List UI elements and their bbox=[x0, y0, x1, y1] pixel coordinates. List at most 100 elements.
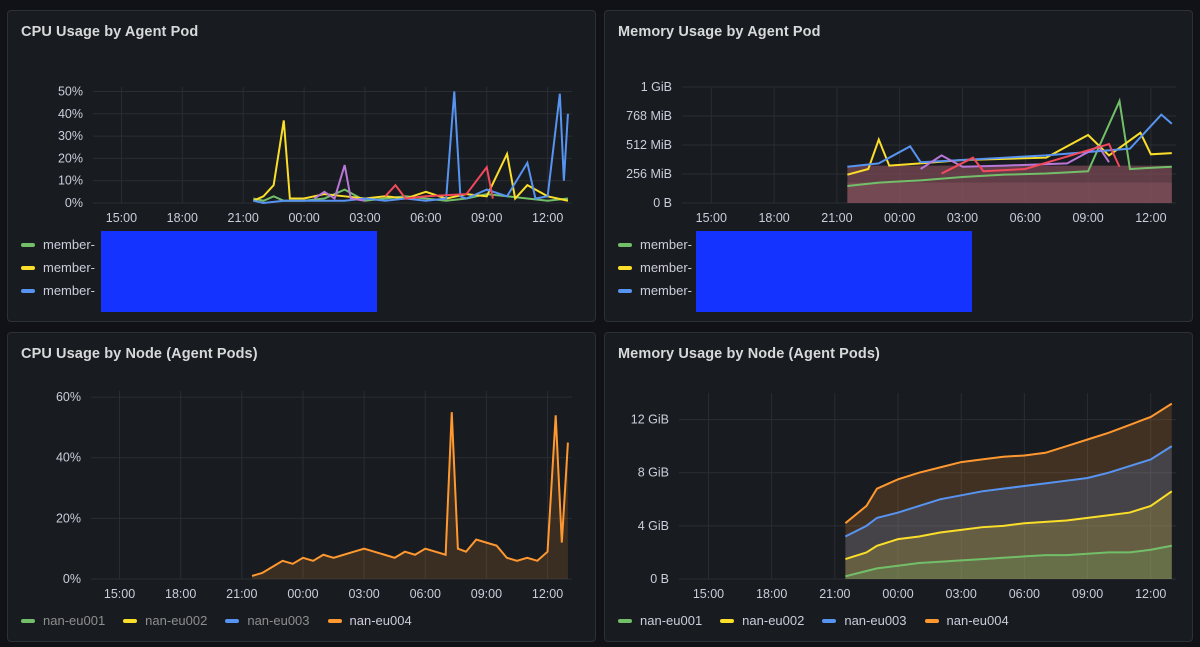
legend-swatch bbox=[618, 265, 632, 270]
legend-swatch bbox=[618, 288, 632, 293]
panel-title[interactable]: CPU Usage by Node (Agent Pods) bbox=[21, 346, 258, 362]
legend: nan-eu001 nan-eu002 nan-eu003 nan-eu004 bbox=[21, 613, 412, 628]
series-area-nan-eu002 bbox=[845, 491, 1172, 579]
legend-item[interactable]: member- bbox=[618, 283, 692, 298]
series-line bbox=[252, 120, 569, 202]
y-tick-label: 8 GiB bbox=[638, 466, 669, 480]
y-tick-label: 50% bbox=[58, 84, 83, 98]
legend-swatch bbox=[123, 618, 138, 623]
x-tick-label: 15:00 bbox=[696, 211, 727, 225]
x-tick-label: 03:00 bbox=[348, 587, 379, 601]
y-tick-label: 4 GiB bbox=[638, 519, 669, 533]
legend-swatch bbox=[21, 265, 35, 270]
y-tick-label: 0% bbox=[65, 196, 83, 210]
legend-label: member- bbox=[43, 237, 96, 252]
x-tick-label: 03:00 bbox=[947, 211, 978, 225]
legend-label: nan-eu002 bbox=[145, 613, 208, 628]
legend-label: nan-eu004 bbox=[946, 613, 1009, 628]
legend-item[interactable]: nan-eu004 bbox=[327, 613, 412, 628]
legend-item[interactable]: nan-eu001 bbox=[21, 613, 105, 628]
legend-label: nan-eu002 bbox=[742, 613, 805, 628]
legend-item[interactable]: nan-eu003 bbox=[822, 613, 907, 628]
panel-memory-usage-by-node[interactable]: Memory Usage by Node (Agent Pods) 0 B 4 G… bbox=[604, 332, 1193, 642]
legend-label: nan-eu003 bbox=[844, 613, 907, 628]
legend-swatch bbox=[618, 242, 632, 247]
legend-label: nan-eu001 bbox=[43, 613, 106, 628]
legend-label: member- bbox=[43, 260, 96, 275]
legend-label: nan-eu001 bbox=[640, 613, 703, 628]
redaction-block bbox=[101, 231, 377, 312]
legend: member-member-member- bbox=[618, 237, 692, 298]
series-fill-background bbox=[847, 165, 1172, 203]
legend-label: member- bbox=[640, 237, 693, 252]
x-tick-label: 18:00 bbox=[167, 211, 198, 225]
x-tick-label: 15:00 bbox=[104, 587, 135, 601]
x-tick-label: 09:00 bbox=[471, 211, 502, 225]
legend-item[interactable]: member- bbox=[21, 283, 95, 298]
legend-item[interactable]: nan-eu004 bbox=[924, 613, 1009, 628]
y-tick-label: 20% bbox=[56, 511, 81, 525]
y-tick-label: 10% bbox=[58, 174, 83, 188]
chart-cpu-pod: 0% 10% 20% 30% 40% 50% 15:00 18:00 21:00 00:00 03:… bbox=[58, 84, 572, 225]
y-tick-label: 40% bbox=[56, 451, 81, 465]
legend-item[interactable]: member- bbox=[21, 237, 95, 252]
y-tick-label: 0 B bbox=[650, 572, 669, 586]
series-line-nan-eu004 bbox=[844, 402, 1173, 524]
legend-label: member- bbox=[640, 283, 693, 298]
y-tick-label: 30% bbox=[58, 129, 83, 143]
y-tick-label: 256 MiB bbox=[626, 167, 672, 181]
series-line bbox=[847, 113, 1173, 168]
x-tick-label: 12:00 bbox=[532, 587, 563, 601]
legend-item[interactable]: nan-eu001 bbox=[618, 613, 702, 628]
series-area-nan-eu003 bbox=[845, 446, 1172, 579]
x-tick-label: 00:00 bbox=[287, 587, 318, 601]
legend-swatch bbox=[924, 618, 939, 623]
x-tick-label: 09:00 bbox=[1072, 587, 1103, 601]
panel-title[interactable]: CPU Usage by Agent Pod bbox=[21, 24, 199, 40]
legend-item[interactable]: nan-eu002 bbox=[720, 613, 804, 628]
panel-cpu-usage-by-node[interactable]: CPU Usage by Node (Agent Pods) 0% 20% 40% 6… bbox=[7, 332, 596, 642]
chart-memory-node: 0 B 4 GiB 8 GiB 12 GiB 15:00 18:00 21:00 00:00 0… bbox=[631, 393, 1176, 601]
panel-cpu-usage-by-agent-pod[interactable]: CPU Usage by Agent Pod 0% 10% 20% 30% 40% 50%… bbox=[7, 10, 596, 322]
panel-title[interactable]: Memory Usage by Agent Pod bbox=[618, 24, 821, 40]
panel-memory-usage-by-agent-pod[interactable]: Memory Usage by Agent Pod 0 B 256 MiB 512 … bbox=[604, 10, 1193, 322]
series-area-nan-eu004 bbox=[252, 412, 568, 579]
y-tick-label: 0% bbox=[63, 572, 81, 586]
x-tick-label: 18:00 bbox=[165, 587, 196, 601]
y-tick-label: 12 GiB bbox=[631, 413, 669, 427]
x-tick-label: 03:00 bbox=[946, 587, 977, 601]
legend-swatch bbox=[21, 242, 35, 247]
x-tick-label: 21:00 bbox=[228, 211, 259, 225]
legend-swatch bbox=[21, 618, 35, 623]
legend-item[interactable]: nan-eu002 bbox=[123, 613, 207, 628]
series-line bbox=[251, 412, 569, 577]
y-tick-label: 60% bbox=[56, 390, 81, 404]
chart-memory-pod: 0 B 256 MiB 512 MiB 768 MiB 1 GiB 15:00 18:00 2… bbox=[626, 80, 1176, 225]
x-tick-label: 21:00 bbox=[819, 587, 850, 601]
x-tick-label: 06:00 bbox=[1009, 587, 1040, 601]
legend-swatch bbox=[822, 618, 837, 623]
x-tick-label: 06:00 bbox=[410, 211, 441, 225]
x-tick-label: 15:00 bbox=[693, 587, 724, 601]
series-line-nan-eu002 bbox=[845, 490, 1173, 561]
legend-item[interactable]: member- bbox=[21, 260, 95, 275]
y-tick-label: 768 MiB bbox=[626, 109, 672, 123]
legend-swatch bbox=[618, 618, 632, 623]
x-tick-label: 00:00 bbox=[288, 211, 319, 225]
legend-item[interactable]: nan-eu003 bbox=[225, 613, 310, 628]
legend: member-member-member- bbox=[21, 237, 95, 298]
series-line bbox=[941, 142, 1121, 175]
series-line bbox=[313, 164, 366, 202]
x-tick-label: 18:00 bbox=[758, 211, 789, 225]
redaction-block bbox=[696, 231, 972, 312]
x-tick-label: 12:00 bbox=[1135, 587, 1166, 601]
panel-title[interactable]: Memory Usage by Node (Agent Pods) bbox=[618, 346, 880, 362]
x-tick-label: 03:00 bbox=[349, 211, 380, 225]
x-tick-label: 15:00 bbox=[106, 211, 137, 225]
legend-item[interactable]: member- bbox=[618, 260, 692, 275]
legend-item[interactable]: member- bbox=[618, 237, 692, 252]
series-line-nan-eu001 bbox=[845, 544, 1172, 578]
series-line-nan-eu003 bbox=[844, 445, 1173, 538]
y-tick-label: 40% bbox=[58, 107, 83, 121]
x-tick-label: 09:00 bbox=[471, 587, 502, 601]
